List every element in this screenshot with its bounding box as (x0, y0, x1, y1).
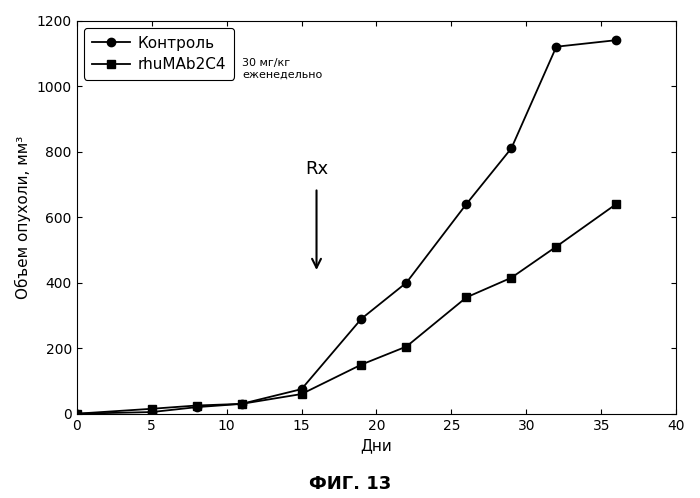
X-axis label: Дни: Дни (360, 438, 392, 453)
Text: Rx: Rx (305, 160, 328, 178)
Y-axis label: Объем опухоли, мм³: Объем опухоли, мм³ (15, 135, 32, 299)
Text: ФИГ. 13: ФИГ. 13 (309, 475, 391, 493)
Text: 30 мг/кг
еженедельно: 30 мг/кг еженедельно (242, 58, 322, 79)
Legend: Контроль, rhuMAb2C4: Контроль, rhuMAb2C4 (84, 28, 234, 80)
